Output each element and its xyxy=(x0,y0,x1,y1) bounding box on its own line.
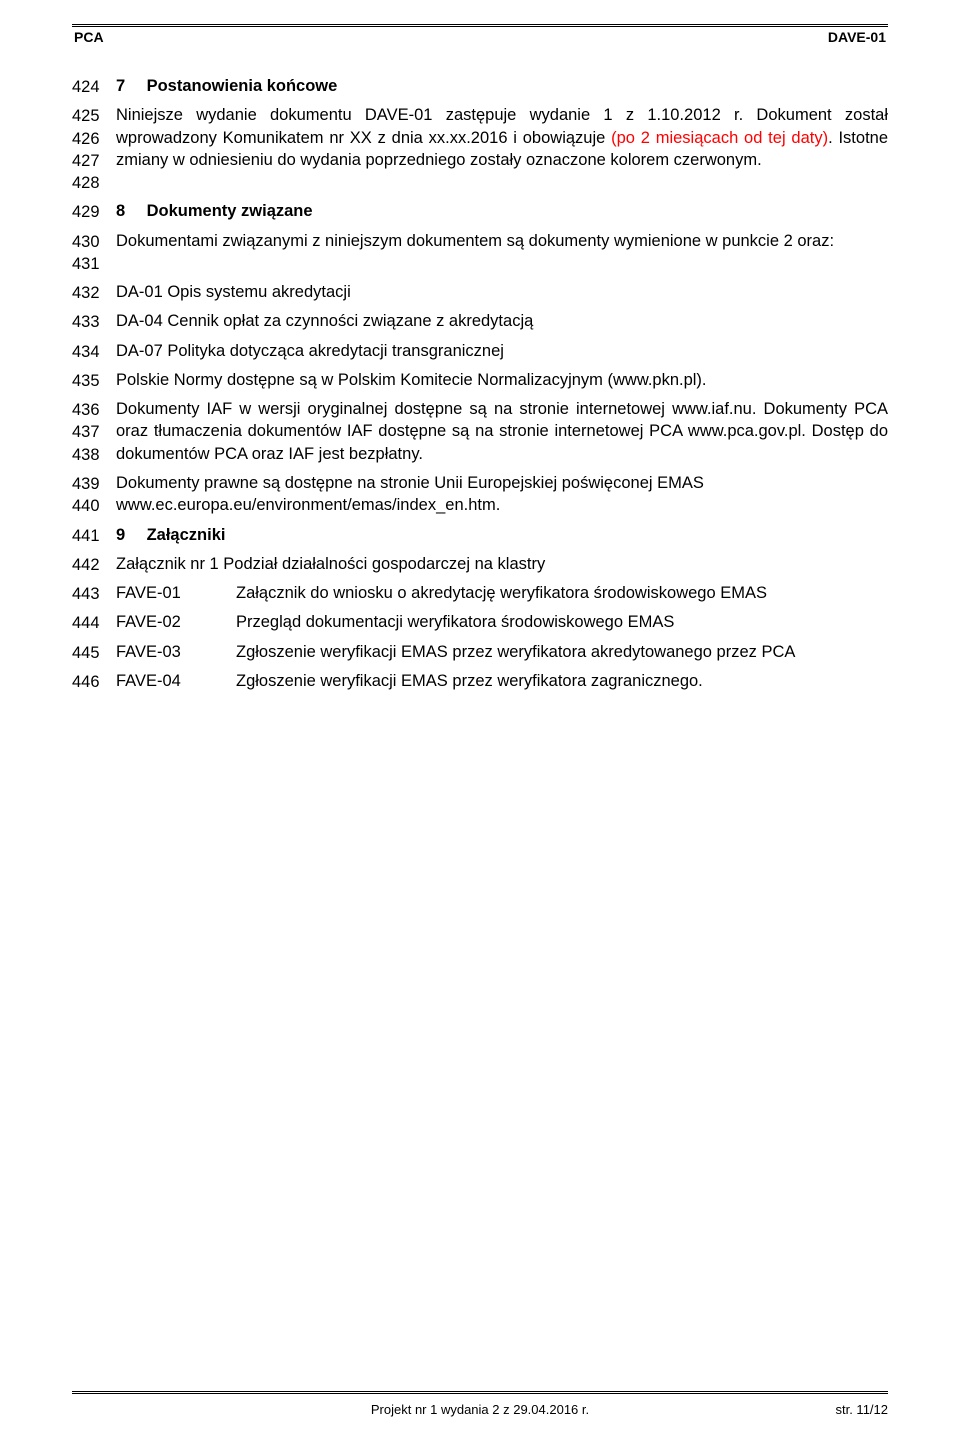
line-441: 441 9 Załączniki xyxy=(72,524,888,547)
attachment-entry: FAVE-03 Zgłoszenie weryfikacji EMAS prze… xyxy=(116,641,888,664)
footer-left xyxy=(72,1402,162,1417)
paragraph-text: Dokumenty prawne są dostępne na stronie … xyxy=(116,472,888,518)
list-item: Załącznik nr 1 Podział działalności gosp… xyxy=(116,553,888,576)
list-item: DA-07 Polityka dotycząca akredytacji tra… xyxy=(116,340,888,363)
line-number: 432 xyxy=(72,281,116,304)
attachment-entry: FAVE-01 Załącznik do wniosku o akredytac… xyxy=(116,582,888,605)
attachment-row: 446 FAVE-04 Zgłoszenie weryfikacji EMAS … xyxy=(72,670,888,693)
attachment-code: FAVE-02 xyxy=(116,611,236,634)
line-number: 434 xyxy=(72,340,116,363)
page-footer: Projekt nr 1 wydania 2 z 29.04.2016 r. s… xyxy=(72,1391,888,1417)
attachment-table: 443 FAVE-01 Załącznik do wniosku o akred… xyxy=(72,582,888,693)
section-heading-7: 7 Postanowienia końcowe xyxy=(116,75,888,98)
line-number: 441 xyxy=(72,524,116,547)
line-number: 436 xyxy=(72,399,116,421)
attachment-desc: Przegląd dokumentacji weryfikatora środo… xyxy=(236,611,888,634)
section-number: 7 xyxy=(116,75,142,97)
line-number: 428 xyxy=(72,172,116,194)
para-425-428: 425 426 427 428 Niniejsze wydanie dokume… xyxy=(72,104,888,194)
line-number: 437 xyxy=(72,421,116,443)
line-number: 426 xyxy=(72,128,116,150)
text-line: www.ec.europa.eu/environment/emas/index_… xyxy=(116,496,500,514)
section-number: 8 xyxy=(116,200,142,222)
line-number: 425 xyxy=(72,105,116,127)
line-number: 424 xyxy=(72,75,116,98)
line-429: 429 8 Dokumenty związane xyxy=(72,200,888,223)
paragraph-text: Niniejsze wydanie dokumentu DAVE-01 zast… xyxy=(116,104,888,194)
highlighted-text: (po 2 miesiącach od tej daty) xyxy=(611,129,828,147)
para-439-440: 439 440 Dokumenty prawne są dostępne na … xyxy=(72,472,888,518)
paragraph-text: Dokumentami związanymi z niniejszym doku… xyxy=(116,230,888,276)
section-title: Postanowienia końcowe xyxy=(147,77,338,95)
line-424: 424 7 Postanowienia końcowe xyxy=(72,75,888,98)
footer-center: Projekt nr 1 wydania 2 z 29.04.2016 r. xyxy=(162,1402,798,1417)
attachment-desc: Zgłoszenie weryfikacji EMAS przez weryfi… xyxy=(236,670,888,693)
attachment-desc: Zgłoszenie weryfikacji EMAS przez weryfi… xyxy=(236,641,888,664)
line-number: 430 xyxy=(72,231,116,253)
header-rule-thick xyxy=(72,24,888,25)
line-number: 443 xyxy=(72,582,116,605)
line-number: 438 xyxy=(72,444,116,466)
attachment-row: 445 FAVE-03 Zgłoszenie weryfikacji EMAS … xyxy=(72,641,888,664)
line-434: 434 DA-07 Polityka dotycząca akredytacji… xyxy=(72,340,888,363)
line-number-col: 436 437 438 xyxy=(72,398,116,466)
para-430-431: 430 431 Dokumentami związanymi z niniejs… xyxy=(72,230,888,276)
line-number: 433 xyxy=(72,310,116,333)
section-title: Dokumenty związane xyxy=(147,202,313,220)
line-number: 440 xyxy=(72,495,116,517)
line-number-col: 439 440 xyxy=(72,472,116,518)
line-number-col: 425 426 427 428 xyxy=(72,104,116,194)
attachment-row: 443 FAVE-01 Załącznik do wniosku o akred… xyxy=(72,582,888,605)
list-item: Polskie Normy dostępne są w Polskim Komi… xyxy=(116,369,888,392)
attachment-code: FAVE-01 xyxy=(116,582,236,605)
list-item: DA-01 Opis systemu akredytacji xyxy=(116,281,888,304)
section-heading-8: 8 Dokumenty związane xyxy=(116,200,888,223)
page-header: PCA DAVE-01 xyxy=(72,24,888,47)
line-435: 435 Polskie Normy dostępne są w Polskim … xyxy=(72,369,888,392)
line-442: 442 Załącznik nr 1 Podział działalności … xyxy=(72,553,888,576)
line-number: 446 xyxy=(72,670,116,693)
footer-rule-thick xyxy=(72,1393,888,1394)
attachment-row: 444 FAVE-02 Przegląd dokumentacji weryfi… xyxy=(72,611,888,634)
section-number: 9 xyxy=(116,524,142,546)
section-title: Załączniki xyxy=(147,526,226,544)
footer-row: Projekt nr 1 wydania 2 z 29.04.2016 r. s… xyxy=(72,1398,888,1417)
footer-rule-thin xyxy=(72,1391,888,1392)
header-right: DAVE-01 xyxy=(828,29,886,45)
footer-page-number: str. 11/12 xyxy=(798,1402,888,1417)
attachment-code: FAVE-04 xyxy=(116,670,236,693)
line-number: 444 xyxy=(72,611,116,634)
line-number: 442 xyxy=(72,553,116,576)
line-number-col: 430 431 xyxy=(72,230,116,276)
attachment-desc: Załącznik do wniosku o akredytację weryf… xyxy=(236,582,888,605)
header-rule-thin xyxy=(72,26,888,27)
attachment-entry: FAVE-04 Zgłoszenie weryfikacji EMAS prze… xyxy=(116,670,888,693)
document-page: PCA DAVE-01 424 7 Postanowienia końcowe … xyxy=(0,0,960,1451)
list-item: DA-04 Cennik opłat za czynności związane… xyxy=(116,310,888,333)
line-number: 429 xyxy=(72,200,116,223)
attachment-entry: FAVE-02 Przegląd dokumentacji weryfikato… xyxy=(116,611,888,634)
attachment-code: FAVE-03 xyxy=(116,641,236,664)
line-number: 439 xyxy=(72,473,116,495)
document-body: 424 7 Postanowienia końcowe 425 426 427 … xyxy=(72,75,888,693)
header-row: PCA DAVE-01 xyxy=(72,29,888,47)
line-number: 427 xyxy=(72,150,116,172)
line-433: 433 DA-04 Cennik opłat za czynności zwią… xyxy=(72,310,888,333)
section-heading-9: 9 Załączniki xyxy=(116,524,888,547)
para-436-438: 436 437 438 Dokumenty IAF w wersji orygi… xyxy=(72,398,888,466)
text-line: Dokumenty prawne są dostępne na stronie … xyxy=(116,474,704,492)
line-number: 431 xyxy=(72,253,116,275)
line-number: 435 xyxy=(72,369,116,392)
line-number: 445 xyxy=(72,641,116,664)
line-432: 432 DA-01 Opis systemu akredytacji xyxy=(72,281,888,304)
paragraph-text: Dokumenty IAF w wersji oryginalnej dostę… xyxy=(116,398,888,466)
header-left: PCA xyxy=(74,29,104,45)
